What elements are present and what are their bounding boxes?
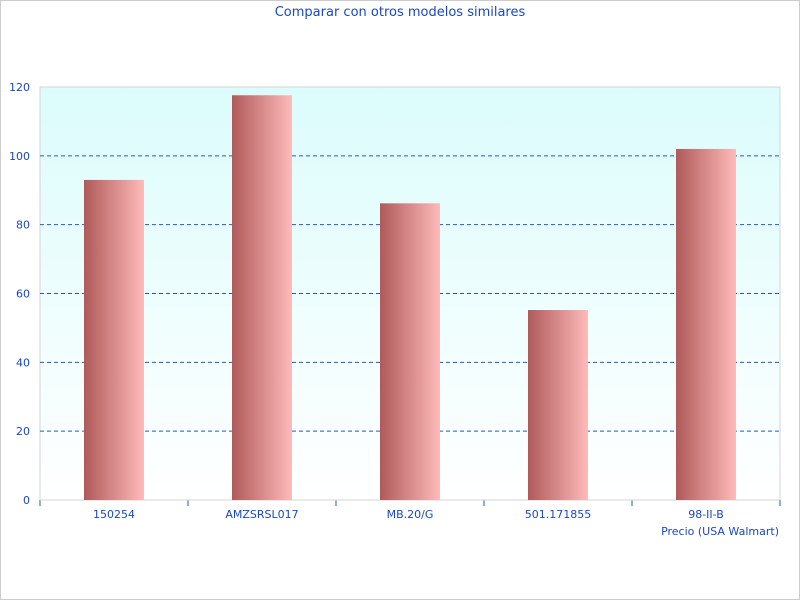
x-tick-label: 150254 bbox=[93, 508, 135, 521]
y-tick-label: 80 bbox=[16, 219, 30, 232]
y-tick-label: 100 bbox=[9, 150, 30, 163]
bar-150254 bbox=[84, 179, 144, 501]
y-tick-label: 0 bbox=[23, 494, 30, 507]
x-tick-label: 501.171855 bbox=[525, 508, 591, 521]
y-tick-label: 40 bbox=[16, 356, 30, 369]
chart-title: Comparar con otros modelos similares bbox=[274, 5, 526, 20]
x-tick-label: MB.20/G bbox=[387, 508, 434, 521]
x-axis-label: Precio (USA Walmart) bbox=[661, 525, 779, 538]
bar-501.171855 bbox=[528, 310, 588, 500]
y-tick-label: 20 bbox=[16, 425, 30, 438]
bar-AMZSRSL017 bbox=[232, 95, 292, 500]
y-tick-label: 60 bbox=[16, 288, 30, 301]
bar-98-II-B bbox=[676, 148, 736, 500]
y-tick-label: 120 bbox=[9, 81, 30, 94]
x-tick-label: 98-II-B bbox=[688, 508, 724, 521]
bar-MB.20/G bbox=[380, 203, 440, 500]
x-tick-label: AMZSRSL017 bbox=[225, 508, 298, 521]
